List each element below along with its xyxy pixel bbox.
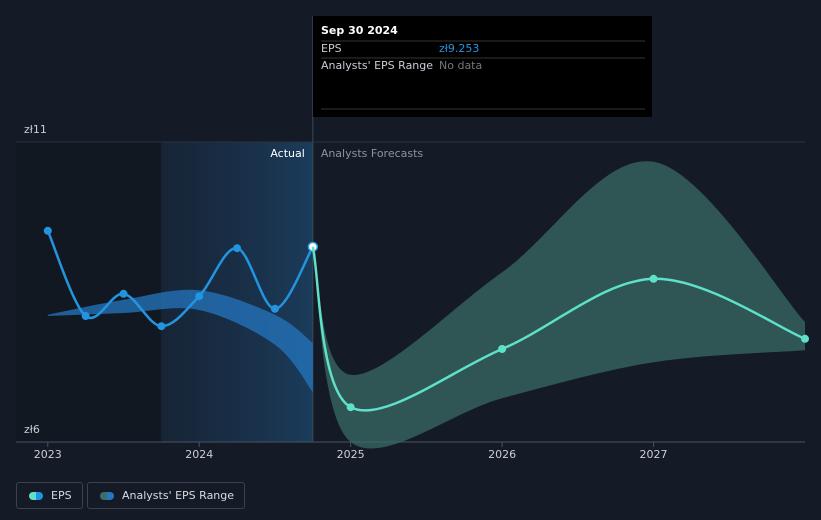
legend-swatch — [29, 491, 43, 500]
tooltip-label: Analysts' EPS Range — [321, 59, 433, 72]
range-band — [47, 289, 313, 393]
legend-label: EPS — [51, 489, 72, 502]
eps-point — [270, 304, 279, 313]
legend-swatch — [100, 491, 114, 500]
eps-point — [801, 334, 809, 343]
tooltip-box — [313, 16, 652, 117]
past-shade — [16, 142, 161, 442]
chart: zł6 zł11 2023 2024 2025 2026 2027 Actual Analyst… — [16, 16, 809, 461]
y-tick-label: zł11 — [24, 123, 47, 136]
range-band — [312, 161, 805, 449]
x-tick-label: 2025 — [337, 448, 365, 461]
region-label: Actual — [270, 147, 304, 160]
tooltip-value: zł9.253 — [439, 42, 479, 55]
eps-point — [498, 345, 507, 353]
x-tick-label: 2023 — [34, 448, 62, 461]
tooltip-value: No data — [439, 59, 482, 72]
eps-point — [157, 322, 166, 331]
legend-eps[interactable]: EPS — [16, 482, 83, 509]
legend-range[interactable]: Analysts' EPS Range — [87, 482, 246, 509]
region-label: Analysts Forecasts — [321, 147, 424, 160]
x-tick-label: 2027 — [640, 448, 668, 461]
eps-point — [81, 312, 90, 320]
legend-label: Analysts' EPS Range — [122, 489, 235, 502]
eps-point — [649, 274, 658, 283]
eps-point — [233, 244, 242, 253]
eps-point — [195, 292, 204, 301]
tooltip-date: Sep 30 2024 — [321, 24, 398, 37]
y-tick-label: zł6 — [24, 423, 40, 436]
eps-point — [43, 226, 52, 235]
x-tick-label: 2026 — [488, 448, 516, 461]
eps-point — [119, 289, 128, 298]
x-tick-label: 2024 — [185, 448, 213, 461]
tooltip-label: EPS — [321, 42, 342, 55]
eps-point — [346, 403, 355, 412]
